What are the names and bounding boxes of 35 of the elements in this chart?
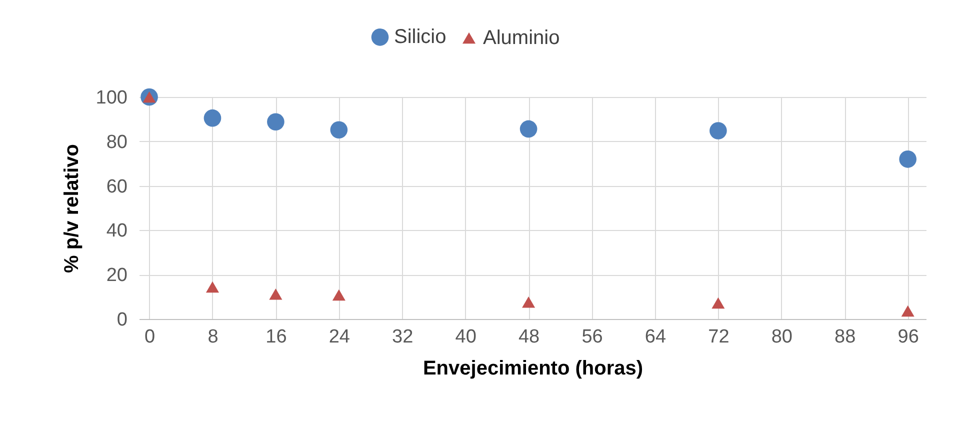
point	[901, 305, 914, 317]
point	[269, 288, 282, 300]
legend-label: Silicio	[394, 26, 446, 48]
legend-label: Aluminio	[483, 27, 560, 49]
x-axis-title: Envejecimiento (horas)	[422, 358, 644, 380]
x-tick-label: 8	[208, 326, 218, 348]
x-tick-label: 56	[582, 326, 603, 348]
y-tick-label: 80	[106, 132, 128, 153]
y-tick-label: 20	[106, 265, 128, 286]
point	[899, 150, 916, 168]
point	[712, 297, 725, 309]
y-tick-label: 0	[116, 310, 128, 330]
x-tick-label: 80	[771, 326, 792, 348]
point	[710, 122, 727, 140]
y-tick-label: 40	[106, 220, 128, 242]
y-axis-title: % p/v relativo	[60, 144, 83, 273]
x-tick-label: 32	[392, 326, 414, 348]
x-tick-label: 40	[455, 326, 476, 348]
point	[204, 109, 222, 127]
point	[206, 281, 220, 293]
point	[520, 120, 538, 138]
x-tick-label: 48	[518, 326, 540, 348]
x-tick-label: 88	[834, 326, 856, 348]
point	[332, 289, 346, 301]
point	[330, 121, 348, 138]
x-tick-label: 72	[708, 326, 730, 348]
x-tick-label: 96	[898, 326, 919, 348]
x-tick-label: 24	[328, 326, 350, 348]
x-tick-label: 16	[266, 326, 287, 348]
x-tick-label: 64	[644, 326, 666, 348]
y-tick-label: 100	[96, 88, 128, 108]
point	[522, 296, 536, 308]
y-tick-label: 60	[106, 176, 128, 198]
point	[267, 113, 284, 131]
x-tick-label: 0	[144, 326, 156, 348]
